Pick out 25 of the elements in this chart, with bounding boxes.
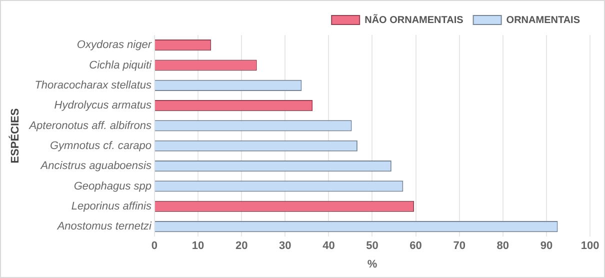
x-axis-title: % xyxy=(367,258,378,270)
x-tick-label: 90 xyxy=(540,240,553,252)
y-tick-label: Apteronotus aff. albifrons xyxy=(28,120,152,132)
x-tick-label: 30 xyxy=(279,240,292,252)
legend-label: ORNAMENTAIS xyxy=(506,14,580,26)
y-axis-title: ESPÉCIES xyxy=(8,108,22,164)
y-tick-label: Anostomus ternetzi xyxy=(56,220,152,233)
x-tick-label: 20 xyxy=(235,240,248,252)
legend-label: NÃO ORNAMENTAIS xyxy=(364,14,464,26)
x-tick-label: 10 xyxy=(192,240,204,252)
x-tick-label: 100 xyxy=(580,240,600,252)
y-tick-label: Thoracocharax stellatus xyxy=(34,79,152,92)
y-tick-label: Hydrolycus armatus xyxy=(54,100,152,112)
y-tick-label: Geophagus spp xyxy=(74,180,152,192)
y-tick-label: Oxydoras niger xyxy=(76,39,153,52)
y-tick-label: Gymnotus cf. carapo xyxy=(50,140,152,152)
x-tick-label: 0 xyxy=(151,240,158,252)
y-tick-label: Cichla piquiti xyxy=(89,59,152,72)
x-tick-label: 50 xyxy=(366,240,378,252)
x-tick-label: 40 xyxy=(322,240,335,252)
x-tick-label: 60 xyxy=(410,240,422,252)
y-tick-label: Ancistrus aguaboensis xyxy=(40,160,152,172)
x-tick-label: 80 xyxy=(496,240,510,252)
x-tick-label: 70 xyxy=(453,240,466,252)
y-tick-label: Leporinus affinis xyxy=(71,200,152,212)
